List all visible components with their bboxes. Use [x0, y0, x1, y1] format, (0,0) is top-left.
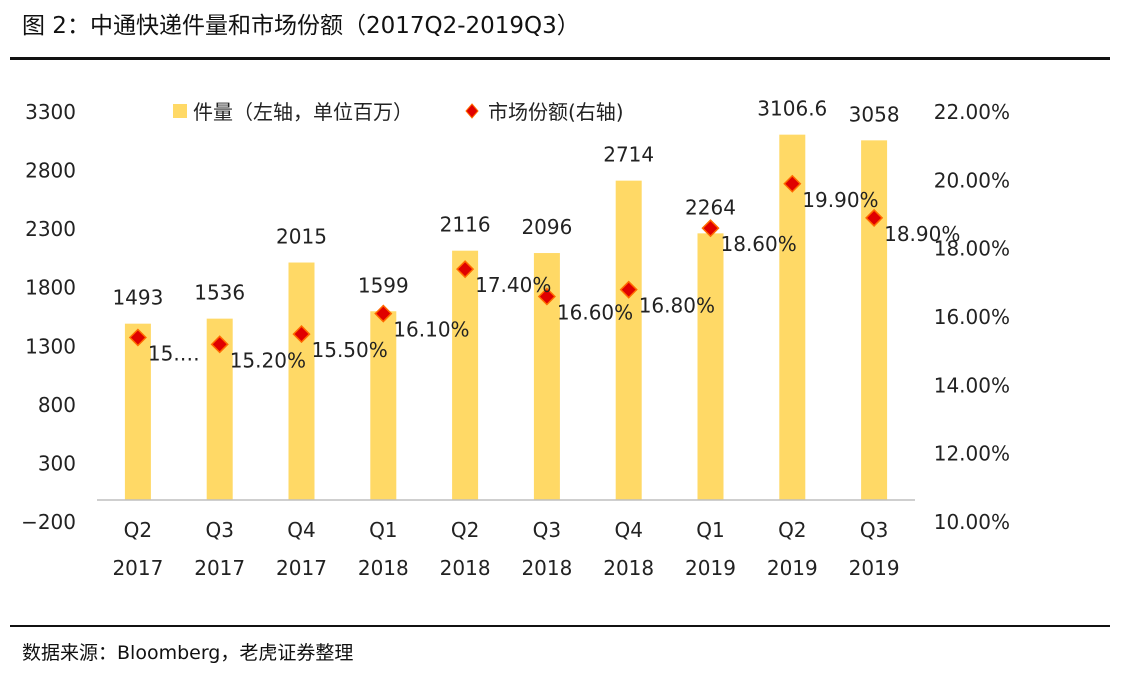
x-tick-year: 2019: [849, 556, 900, 580]
legend-marker-label: 市场份额(右轴): [488, 100, 624, 124]
left-tick-label: 1800: [25, 276, 76, 300]
share-value-label: 16.10%: [393, 318, 469, 342]
bar-value-label: 3058: [849, 102, 900, 126]
chart: 3300 2800 2300 1800 1300 800 300 −200 22.00% 20.…: [21, 97, 1010, 580]
bar-value-label: 3106.6: [757, 97, 827, 121]
left-tick-label: −200: [21, 510, 76, 534]
x-tick-quarter: Q3: [205, 518, 233, 542]
x-tick-quarter: Q2: [778, 518, 806, 542]
bar: [697, 233, 724, 501]
bar-value-label: 2116: [440, 213, 491, 237]
x-tick-year: 2017: [194, 556, 245, 580]
bar: [861, 140, 888, 500]
share-marker: [619, 280, 638, 299]
share-value-label: 15.20%: [230, 348, 306, 372]
share-value-label: 16.80%: [639, 294, 715, 318]
x-tick-year: 2019: [685, 556, 736, 580]
marker-series: [128, 174, 884, 354]
right-axis: 22.00% 20.00% 18.00% 16.00% 14.00% 12.00% 10.0…: [934, 100, 1010, 534]
bar-value-label: 2015: [276, 225, 327, 249]
x-tick-year: 2018: [358, 556, 409, 580]
left-tick-label: 2300: [25, 217, 76, 241]
legend-marker-swatch: [465, 103, 479, 119]
left-tick-label: 1300: [25, 334, 76, 358]
x-tick-quarter: Q1: [369, 518, 397, 542]
x-tick-year: 2019: [767, 556, 818, 580]
share-value-label: 17.40%: [475, 273, 551, 297]
bar: [779, 134, 806, 500]
left-axis: 3300 2800 2300 1800 1300 800 300 −200: [21, 100, 76, 534]
share-marker: [783, 174, 802, 193]
share-marker: [865, 208, 884, 227]
right-tick-label: 22.00%: [934, 100, 1010, 124]
x-tick-year: 2018: [603, 556, 654, 580]
left-tick-label: 3300: [25, 100, 76, 124]
x-tick-quarter: Q3: [860, 518, 888, 542]
right-tick-label: 10.00%: [934, 510, 1010, 534]
bar-value-label: 2714: [603, 143, 654, 167]
share-marker: [537, 287, 556, 306]
share-value-label: 19.90%: [802, 188, 878, 212]
chart-title: 图 2：中通快递件量和市场份额（2017Q2-2019Q3）: [22, 13, 580, 39]
x-tick-year: 2017: [276, 556, 327, 580]
share-marker: [456, 260, 475, 279]
x-tick-year: 2018: [440, 556, 491, 580]
left-tick-label: 2800: [25, 159, 76, 183]
left-tick-label: 300: [38, 451, 76, 475]
share-value-label: 18.60%: [721, 232, 797, 256]
share-marker: [701, 219, 720, 238]
x-tick-quarter: Q2: [451, 518, 479, 542]
title-divider: [10, 57, 1110, 60]
bar: [452, 250, 479, 500]
share-value-label: 16.60%: [557, 301, 633, 325]
x-tick-year: 2017: [112, 556, 163, 580]
bar: [370, 311, 397, 500]
right-tick-label: 16.00%: [934, 305, 1010, 329]
marker-labels: 15.… 15.20% 15.50%16.10%17.40%16.60% 16.80%…: [148, 188, 960, 373]
x-tick-quarter: Q4: [614, 518, 642, 542]
bar-series: [124, 134, 888, 501]
footer-divider: [10, 625, 1110, 627]
right-tick-label: 20.00%: [934, 168, 1010, 192]
share-value-label: 18.90%: [884, 222, 960, 246]
share-marker: [292, 325, 311, 344]
share-value-label: 15.…: [148, 342, 200, 366]
x-tick-quarter: Q1: [696, 518, 724, 542]
share-marker: [128, 328, 147, 347]
bar-value-label: 1536: [194, 281, 245, 305]
share-marker: [210, 335, 229, 354]
share-marker: [374, 304, 393, 323]
x-tick-quarter: Q3: [533, 518, 561, 542]
right-tick-label: 12.00%: [934, 442, 1010, 466]
x-tick-quarter: Q4: [287, 518, 315, 542]
share-value-label: 15.50%: [312, 338, 388, 362]
bar-value-label: 1493: [112, 286, 163, 310]
left-tick-label: 800: [38, 393, 76, 417]
x-tick-year: 2018: [521, 556, 572, 580]
bar: [124, 323, 151, 500]
right-tick-label: 18.00%: [934, 237, 1010, 261]
legend: 件量（左轴，单位百万） 市场份额(右轴): [173, 100, 624, 124]
bar-labels: 1493 1536 2015 1599 2116 2096 2714 2264 3106.6 30…: [112, 97, 899, 310]
bar-value-label: 1599: [358, 273, 409, 297]
bar-value-label: 2264: [685, 195, 736, 219]
x-axis-labels: Q2 2017 Q3 2017 Q4 2017 Q1 2018 Q2 2018 Q3 2018 Q4 20…: [112, 518, 899, 580]
bar-value-label: 2096: [521, 215, 572, 239]
source-note: 数据来源：Bloomberg，老虎证券整理: [22, 642, 354, 664]
x-tick-quarter: Q2: [124, 518, 152, 542]
bar: [288, 262, 315, 500]
legend-bar-swatch: [173, 104, 187, 118]
bar: [615, 180, 642, 500]
right-tick-label: 14.00%: [934, 373, 1010, 397]
legend-bar-label: 件量（左轴，单位百万）: [193, 100, 413, 124]
